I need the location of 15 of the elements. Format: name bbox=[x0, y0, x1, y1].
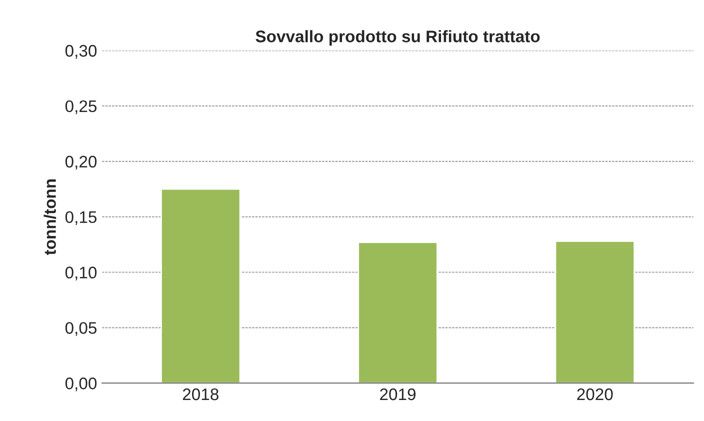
y-axis-title: tonn/tonn bbox=[44, 179, 56, 256]
bar bbox=[554, 240, 635, 384]
x-tick-label: 2018 bbox=[182, 388, 218, 400]
bar bbox=[358, 242, 438, 384]
y-tick-label: 0,25 bbox=[65, 100, 97, 114]
y-tick-label: 0,15 bbox=[65, 211, 97, 225]
y-tick-label: 0,05 bbox=[65, 322, 97, 336]
y-tick-label: 0,00 bbox=[65, 378, 97, 392]
chart-title: Sovvallo prodotto su Rifiuto trattato bbox=[256, 30, 540, 46]
y-tick-label: 0,30 bbox=[65, 44, 97, 59]
y-tick-label: 0,20 bbox=[65, 156, 97, 170]
bar bbox=[160, 188, 241, 384]
x-tick-label: 2019 bbox=[380, 388, 416, 400]
x-tick-label: 2020 bbox=[577, 388, 613, 400]
y-tick-label: 0,10 bbox=[65, 266, 97, 280]
